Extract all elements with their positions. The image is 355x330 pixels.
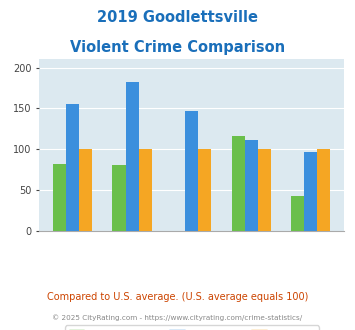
Bar bbox=[66, 104, 79, 231]
Bar bbox=[53, 164, 66, 231]
Bar bbox=[139, 149, 152, 231]
Bar bbox=[126, 82, 139, 231]
Text: 2019 Goodlettsville: 2019 Goodlettsville bbox=[97, 10, 258, 25]
Bar bbox=[198, 149, 211, 231]
Legend: Goodlettsville, Tennessee, National: Goodlettsville, Tennessee, National bbox=[65, 325, 319, 330]
Bar bbox=[185, 111, 198, 231]
Text: Compared to U.S. average. (U.S. average equals 100): Compared to U.S. average. (U.S. average … bbox=[47, 292, 308, 302]
Bar bbox=[245, 140, 258, 231]
Text: © 2025 CityRating.com - https://www.cityrating.com/crime-statistics/: © 2025 CityRating.com - https://www.city… bbox=[53, 314, 302, 321]
Bar bbox=[113, 165, 126, 231]
Bar bbox=[231, 136, 245, 231]
Bar bbox=[291, 196, 304, 231]
Text: Violent Crime Comparison: Violent Crime Comparison bbox=[70, 40, 285, 54]
Bar bbox=[304, 152, 317, 231]
Bar bbox=[317, 149, 331, 231]
Bar bbox=[258, 149, 271, 231]
Bar bbox=[79, 149, 92, 231]
